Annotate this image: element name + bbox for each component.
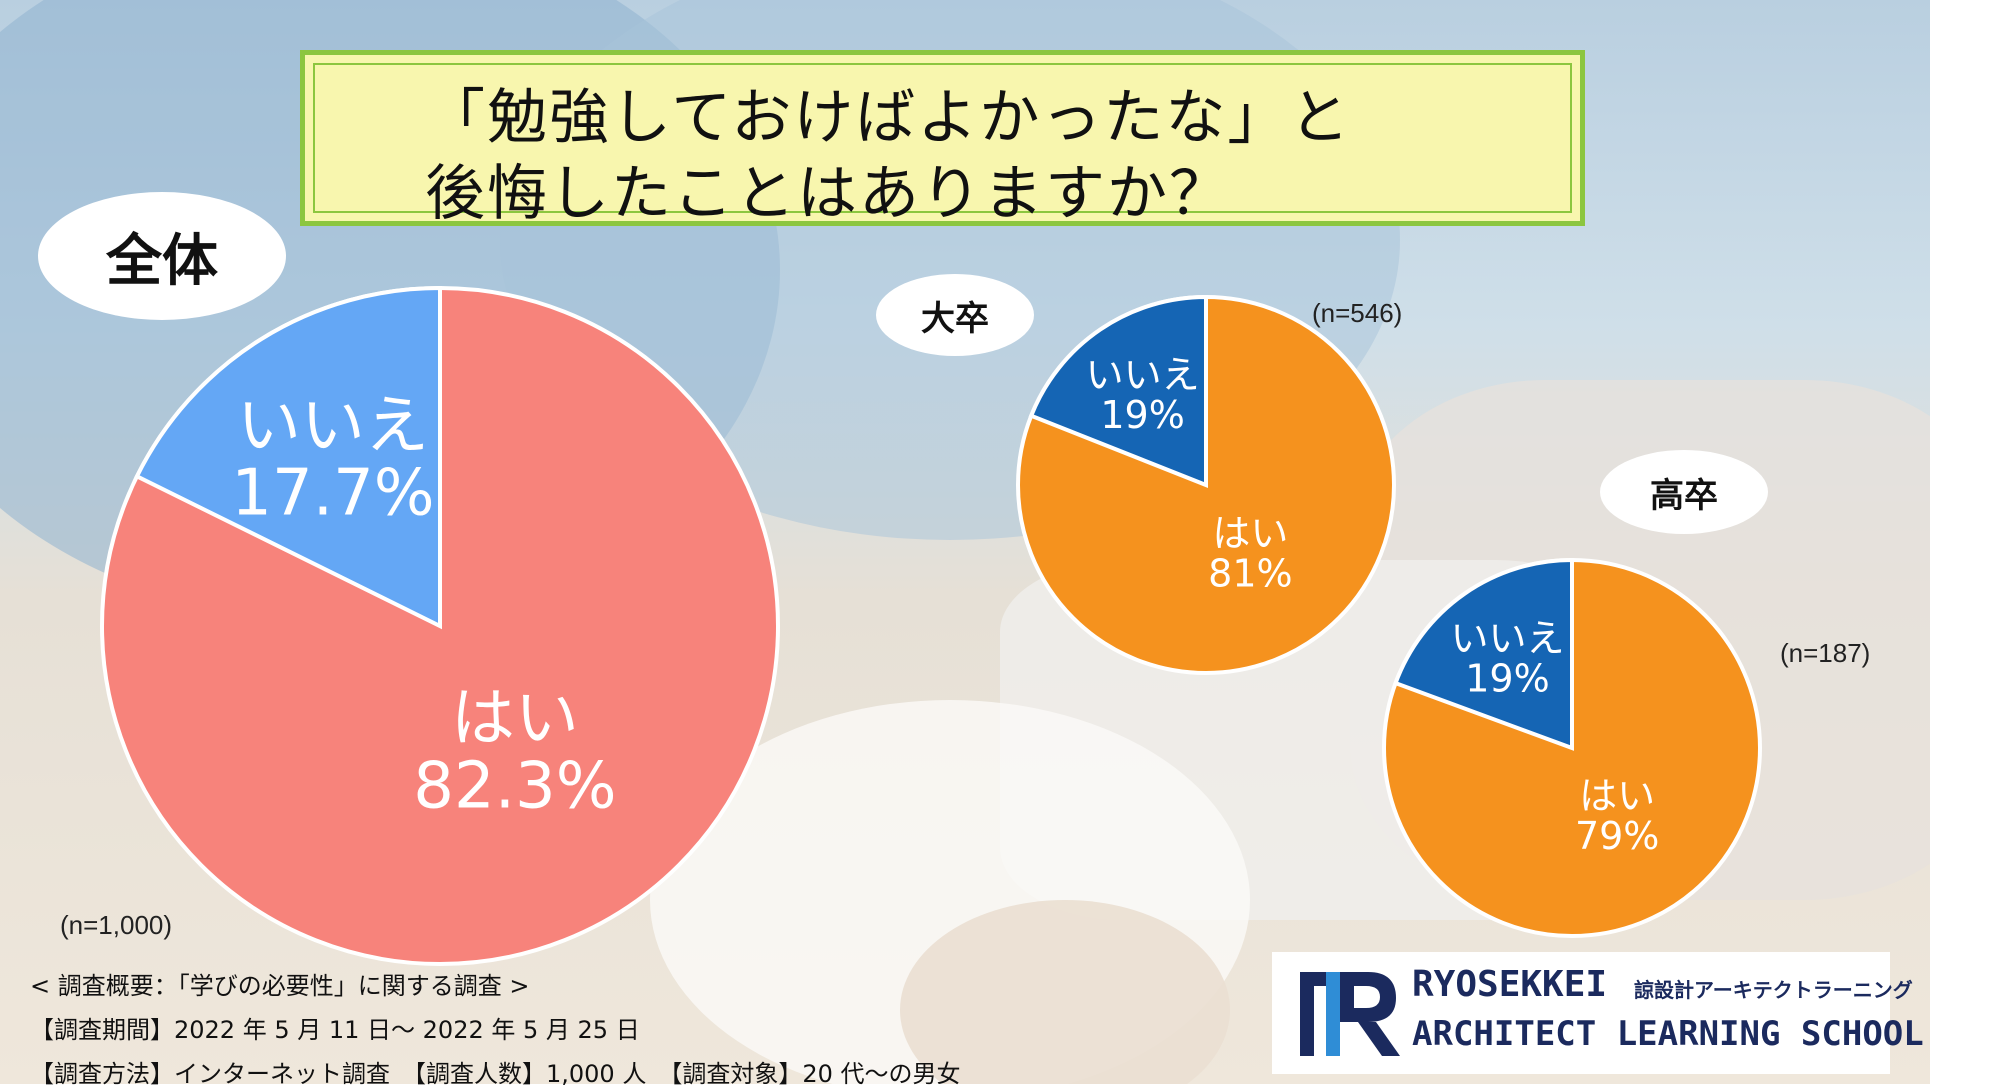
logo-name: RYOSEKKEI xyxy=(1412,964,1608,1005)
group-label-university: 大卒 xyxy=(876,274,1034,356)
slice-value-yes-university: 81% xyxy=(1208,551,1292,595)
slice-label-no-overall: いいえ xyxy=(237,389,429,463)
logo-japanese-name: 諒設計アーキテクトラーニング xyxy=(1634,978,1913,1002)
slice-label-no-university: いいえ xyxy=(1086,353,1200,397)
group-label-highschool: 高卒 xyxy=(1600,450,1768,534)
survey-overview: < 調査概要：「学びの必要性」に関する調査 > xyxy=(30,972,530,1000)
survey-method: 【調査方法】インターネット調査 【調査人数】1,000 人 【調査対象】20 代… xyxy=(30,1060,961,1088)
slice-label-yes-highschool: はい xyxy=(1579,774,1655,818)
group-label-overall: 全体 xyxy=(38,192,286,320)
logo-mark-icon xyxy=(1300,972,1400,1056)
group-label-highschool-text: 高卒 xyxy=(1650,475,1718,516)
logo-subtitle: ARCHITECT LEARNING SCHOOL xyxy=(1412,1014,1924,1054)
title-banner: 「勉強しておけばよかったな」と 後悔したことはありますか？ xyxy=(300,50,1585,229)
sample-size-overall: (n=1,000) xyxy=(60,910,173,940)
slice-value-yes-highschool: 79% xyxy=(1575,814,1659,858)
group-label-university-text: 大卒 xyxy=(921,298,989,339)
title-line-1: 「勉強しておけばよかったな」と xyxy=(425,83,1352,153)
slice-label-yes-university: はい xyxy=(1212,512,1288,556)
slice-value-no-overall: 17.7% xyxy=(231,457,434,531)
slice-value-no-university: 19% xyxy=(1100,393,1184,437)
group-label-overall-text: 全体 xyxy=(106,228,218,294)
sample-size-university: (n=546) xyxy=(1312,298,1403,328)
sample-size-highschool: (n=187) xyxy=(1780,638,1871,668)
slice-value-yes-overall: 82.3% xyxy=(413,749,616,823)
survey-period: 【調査期間】2022 年 5 月 11 日～ 2022 年 5 月 25 日 xyxy=(30,1016,640,1044)
slice-label-no-highschool: いいえ xyxy=(1450,617,1564,661)
slice-label-yes-overall: はい xyxy=(451,682,579,756)
school-logo: RYOSEKKEI 諒設計アーキテクトラーニング ARCHITECT LEARN… xyxy=(1272,952,1924,1074)
background-shape xyxy=(900,900,1230,1084)
pie-slice-no-overall xyxy=(134,285,442,630)
pie-slice-no-highschool xyxy=(1393,557,1574,751)
slice-value-no-highschool: 19% xyxy=(1465,657,1549,701)
pie-slice-no-university xyxy=(1028,294,1208,488)
title-line-2: 後悔したことはありますか？ xyxy=(425,159,1231,229)
